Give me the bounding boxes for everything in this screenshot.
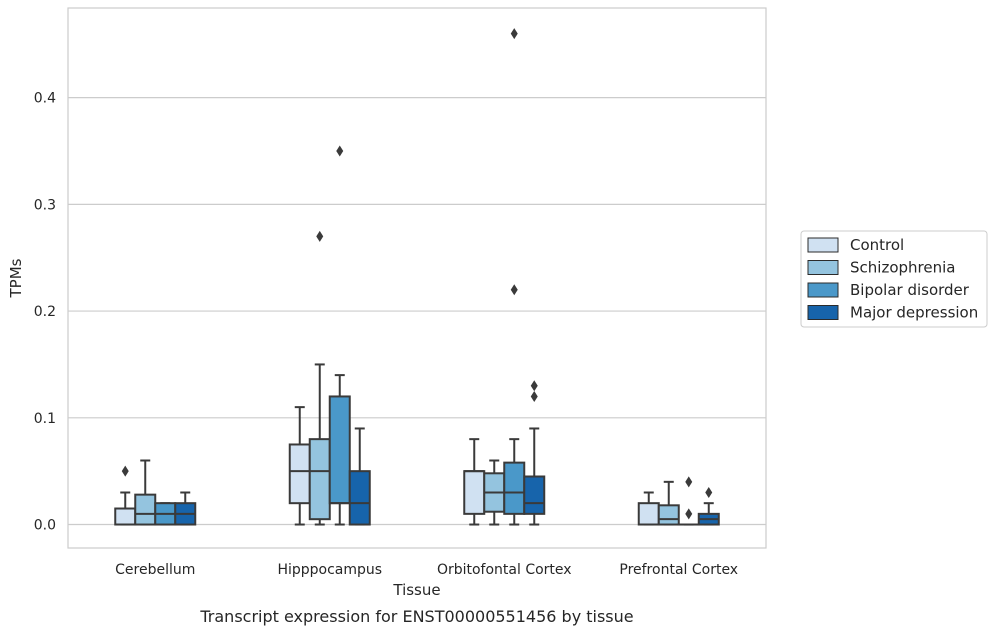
- box-bipolar-disorder-cerebellum: [154, 502, 177, 526]
- box-groups: [114, 28, 720, 526]
- plot-area-frame: [67, 7, 767, 549]
- legend-swatch: [807, 305, 839, 320]
- outlier-point: [530, 390, 538, 402]
- legend-label: Bipolar disorder: [850, 281, 970, 299]
- box-control-cerebellum: [114, 465, 137, 526]
- box-group-orbitofontal-cortex: [463, 28, 546, 526]
- box-body: [348, 470, 371, 526]
- box-control-orbitofontal-cortex: [463, 438, 486, 526]
- box-body: [637, 502, 660, 526]
- box-body: [114, 507, 137, 526]
- legend-swatch: [807, 237, 839, 253]
- box-group-prefrontal-cortex: [637, 476, 720, 526]
- y-axis-label: TPMs: [7, 258, 25, 298]
- y-tick-label: 0.3: [34, 197, 56, 213]
- y-tick-label: 0.1: [34, 411, 56, 427]
- box-bipolar-disorder-orbitofontal-cortex: [503, 28, 526, 526]
- legend-label: Schizophrenia: [850, 259, 955, 277]
- y-tick-label: 0.0: [34, 518, 56, 534]
- box-body: [328, 395, 351, 505]
- outlier-point: [530, 380, 538, 392]
- legend-label: Major depression: [850, 304, 978, 322]
- legend-item-major-depression: Major depression: [807, 304, 978, 322]
- box-major-depression-orbitofontal-cortex: [523, 380, 546, 526]
- box-body: [308, 438, 331, 521]
- x-tick-label: Orbitofontal Cortex: [437, 562, 572, 578]
- outlier-point: [510, 284, 518, 296]
- box-group-hipppocampus: [288, 145, 371, 526]
- box-schizophrenia-orbitofontal-cortex: [483, 459, 506, 526]
- box-body: [134, 493, 157, 526]
- x-tick-label: Cerebellum: [115, 562, 195, 578]
- box-body: [463, 470, 486, 515]
- box-body: [657, 504, 680, 526]
- outlier-point: [316, 230, 324, 242]
- box-body: [523, 475, 546, 515]
- chart-caption: Transcript expression for ENST0000055145…: [199, 607, 633, 626]
- outlier-point: [705, 487, 713, 499]
- outlier-point: [336, 145, 344, 157]
- x-axis-label: Tissue: [392, 581, 440, 599]
- legend-item-control: Control: [807, 236, 904, 254]
- x-tick-labels: Cerebellum Hipppocampus Orbitofontal Corte…: [115, 562, 738, 578]
- box-schizophrenia-hipppocampus: [308, 230, 331, 526]
- box-group-cerebellum: [114, 459, 197, 526]
- outlier-point: [121, 465, 129, 477]
- box-schizophrenia-cerebellum: [134, 459, 157, 526]
- grid-lines: [68, 97, 766, 526]
- outlier-point: [685, 476, 693, 488]
- y-tick-labels: 0.0 0.1 0.2 0.3 0.4: [34, 91, 56, 534]
- x-tick-label: Hipppocampus: [277, 562, 382, 578]
- box-body: [288, 443, 311, 505]
- outlier-point: [685, 508, 693, 520]
- legend-item-bipolar-disorder: Bipolar disorder: [807, 281, 970, 299]
- box-schizophrenia-prefrontal-cortex: [657, 480, 680, 526]
- legend: Control Schizophrenia Bipolar disorder Majo…: [800, 230, 988, 328]
- legend-swatch: [807, 282, 839, 298]
- box-control-prefrontal-cortex: [637, 491, 660, 526]
- box-major-depression-prefrontal-cortex: [697, 487, 720, 526]
- legend-frame: [800, 230, 988, 328]
- box-bipolar-disorder-hipppocampus: [328, 145, 351, 526]
- y-tick-label: 0.4: [34, 91, 56, 107]
- x-tick-label: Prefrontal Cortex: [619, 562, 738, 578]
- box-body: [503, 461, 526, 515]
- box-major-depression-hipppocampus: [348, 427, 371, 526]
- y-tick-label: 0.2: [34, 304, 56, 320]
- legend-item-schizophrenia: Schizophrenia: [807, 259, 955, 277]
- outlier-point: [510, 28, 518, 40]
- box-bipolar-disorder-prefrontal-cortex: [677, 476, 700, 526]
- box-major-depression-cerebellum: [174, 491, 197, 526]
- box-control-hipppocampus: [288, 406, 311, 526]
- legend-swatch: [807, 260, 839, 275]
- legend-label: Control: [850, 236, 904, 254]
